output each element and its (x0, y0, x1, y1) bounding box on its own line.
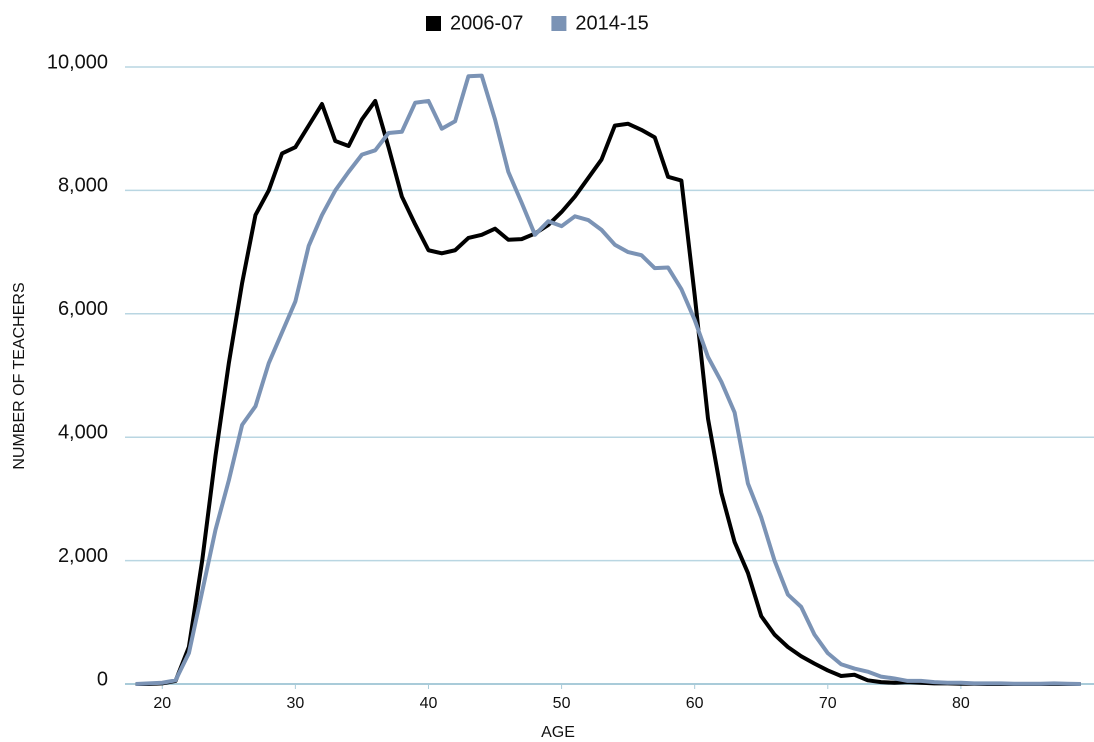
series-line (135, 73, 1081, 686)
x-tick-label: 30 (286, 695, 304, 712)
x-tick-label: 60 (686, 695, 704, 712)
x-tick-label: 70 (819, 695, 837, 712)
legend-swatch (426, 16, 441, 31)
legend-swatch (551, 16, 567, 31)
y-axis-title: NUMBER OF TEACHERS (11, 282, 28, 469)
y-tick-label: 10,000 (47, 51, 108, 73)
x-tick-label: 80 (952, 695, 970, 712)
x-tick-label: 40 (420, 695, 438, 712)
x-tick-label: 50 (553, 695, 571, 712)
y-tick-label: 4,000 (58, 421, 108, 443)
legend-label: 2006-07 (450, 12, 523, 34)
legend-label: 2014-15 (575, 12, 648, 34)
y-tick-label: 6,000 (58, 298, 108, 320)
x-tick-label: 20 (153, 695, 171, 712)
y-tick-label: 8,000 (58, 175, 108, 197)
series-line (135, 98, 1081, 686)
y-tick-label: 0 (97, 668, 108, 690)
x-axis-title: AGE (541, 724, 575, 741)
y-tick-label: 2,000 (58, 545, 108, 567)
